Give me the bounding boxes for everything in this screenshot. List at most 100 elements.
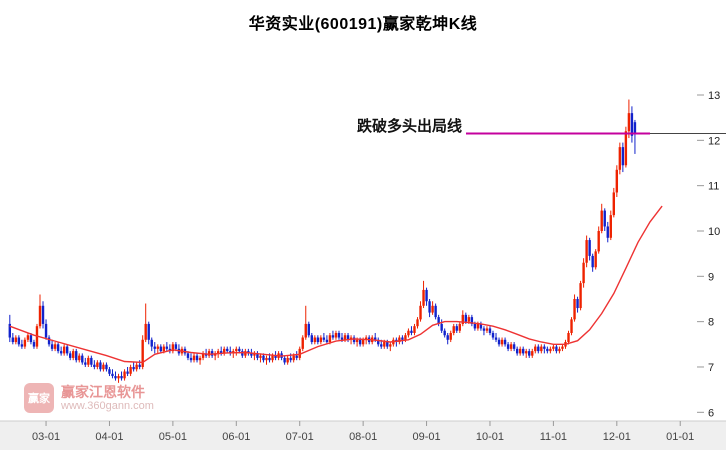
x-axis-label: 03-01 xyxy=(32,431,60,443)
candle-body xyxy=(428,301,431,313)
candle-body xyxy=(253,353,256,356)
candle-body xyxy=(476,323,480,329)
candle-body xyxy=(410,330,413,333)
candle-body xyxy=(600,210,603,231)
candle-body xyxy=(144,323,147,340)
candle-body xyxy=(588,240,591,256)
candle-body xyxy=(461,314,464,324)
candle-body xyxy=(328,335,332,343)
candle-body xyxy=(627,113,631,132)
candle-body xyxy=(464,314,468,322)
candle-body xyxy=(192,355,196,361)
candle-body xyxy=(491,332,495,338)
candle-body xyxy=(53,344,57,349)
candle-body xyxy=(576,298,579,309)
candle-body xyxy=(32,342,36,347)
candle-body xyxy=(615,169,619,193)
candle-body xyxy=(162,346,166,352)
candle-body xyxy=(352,337,356,343)
candle-body xyxy=(579,283,582,309)
watermark-url: www.360gann.com xyxy=(61,399,154,412)
candle-body xyxy=(207,351,211,356)
candle-body xyxy=(189,357,193,361)
candle-body xyxy=(56,344,60,352)
candle-body xyxy=(485,328,489,331)
candle-body xyxy=(135,364,138,370)
candle-body xyxy=(500,339,504,345)
candle-body xyxy=(630,113,634,136)
candle-body xyxy=(235,348,238,352)
candle-body xyxy=(431,305,434,313)
candle-body xyxy=(165,346,169,349)
candle-body xyxy=(111,373,114,377)
candle-body xyxy=(458,323,461,331)
candle-body xyxy=(573,298,576,320)
candle-body xyxy=(558,348,561,352)
candle-body xyxy=(96,362,99,367)
candle-body xyxy=(343,335,347,340)
candle-body xyxy=(455,326,458,331)
candle-body xyxy=(238,348,241,352)
candle-body xyxy=(497,339,501,345)
x-axis-label: 08-01 xyxy=(349,431,377,443)
candle-body xyxy=(525,351,528,354)
candle-body xyxy=(153,346,156,349)
candle-body xyxy=(340,337,344,340)
candle-body xyxy=(310,335,313,343)
candle-body xyxy=(174,344,178,349)
candle-body xyxy=(361,339,365,345)
candle-body xyxy=(93,364,96,367)
candle-body xyxy=(223,348,226,354)
candle-body xyxy=(289,357,292,361)
candle-body xyxy=(452,326,455,333)
candle-body xyxy=(515,348,519,354)
candle-body xyxy=(123,371,126,379)
candle-body xyxy=(355,339,359,343)
candle-body xyxy=(198,357,202,361)
candle-body xyxy=(319,337,323,343)
candle-body xyxy=(259,355,262,358)
candle-body xyxy=(437,317,440,324)
x-axis-label: 12-01 xyxy=(603,431,631,443)
y-axis-label: 12 xyxy=(708,135,720,147)
candle-body xyxy=(383,342,386,347)
candle-body xyxy=(75,351,78,361)
candle-body xyxy=(419,305,422,320)
candle-body xyxy=(304,323,307,338)
candle-body xyxy=(268,357,271,361)
candle-body xyxy=(346,335,350,340)
candle-body xyxy=(84,362,87,365)
candle-body xyxy=(331,335,335,338)
candle-body xyxy=(262,355,265,361)
candle-body xyxy=(531,351,534,356)
candle-body xyxy=(241,351,244,356)
candle-body xyxy=(380,344,383,347)
candle-body xyxy=(69,353,72,358)
candle-body xyxy=(398,337,401,343)
candle-body xyxy=(8,323,11,338)
candle-body xyxy=(358,339,362,345)
candle-body xyxy=(434,305,437,318)
candle-body xyxy=(494,337,498,340)
candle-body xyxy=(226,348,229,352)
candle-body xyxy=(265,357,268,361)
candle-body xyxy=(99,362,102,370)
candle-body xyxy=(549,348,552,352)
candle-body xyxy=(364,337,368,340)
candle-body xyxy=(78,355,81,361)
watermark: 赢家 赢家江恩软件 www.360gann.com xyxy=(24,383,154,413)
candle-body xyxy=(313,337,317,343)
candle-body xyxy=(597,230,600,252)
candle-body xyxy=(422,289,425,306)
candle-body xyxy=(301,337,304,349)
candle-body xyxy=(81,355,84,363)
x-axis-label: 06-01 xyxy=(222,431,250,443)
candle-body xyxy=(534,346,537,352)
candle-body xyxy=(250,353,253,356)
candle-body xyxy=(117,376,120,379)
candle-body xyxy=(307,323,310,336)
candle-body xyxy=(87,357,90,365)
watermark-brand: 赢家江恩软件 xyxy=(61,383,145,400)
candle-body xyxy=(105,364,108,370)
